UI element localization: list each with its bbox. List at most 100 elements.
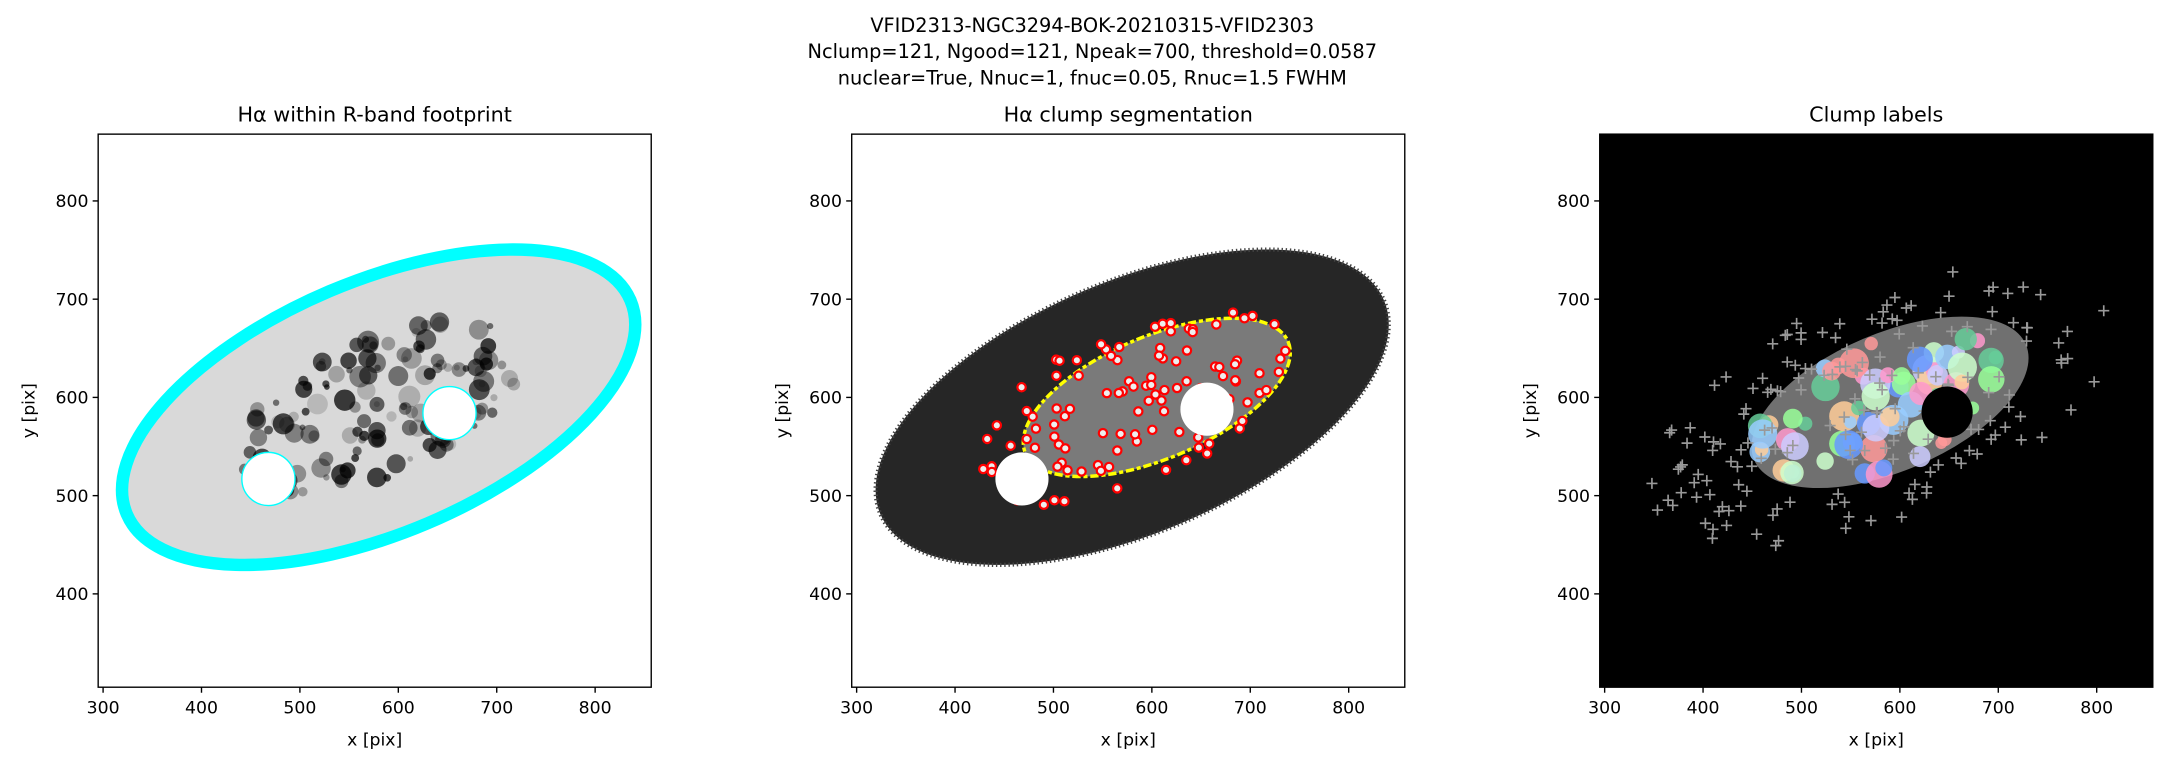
clump — [1254, 367, 1265, 379]
peak — [1826, 368, 1838, 380]
clump — [1193, 442, 1205, 453]
label — [1947, 352, 1977, 382]
peak — [1759, 424, 1771, 436]
emission — [300, 424, 320, 444]
peak — [1651, 504, 1664, 516]
panel-title: Clump labels — [1809, 103, 1943, 127]
clump — [1021, 433, 1033, 445]
peak — [1751, 528, 1763, 540]
clump — [1187, 326, 1198, 338]
clump — [1073, 370, 1084, 381]
y-tick-label: 400 — [809, 585, 842, 605]
peak — [1900, 302, 1912, 314]
clump — [1059, 495, 1070, 507]
y-tick-label: 600 — [1557, 389, 1590, 409]
clump — [1133, 406, 1144, 417]
clump — [1143, 395, 1154, 407]
emission — [359, 366, 378, 385]
emission — [362, 335, 370, 343]
peak — [1865, 515, 1877, 527]
emission — [487, 322, 494, 330]
peak — [1891, 314, 1903, 326]
emission — [374, 364, 381, 372]
peak — [1871, 406, 1883, 419]
emission — [423, 367, 436, 380]
peak — [1793, 372, 1805, 384]
peak — [1699, 517, 1711, 529]
peak — [1856, 356, 1868, 369]
emission — [323, 474, 330, 481]
clump — [1095, 339, 1107, 350]
y-tick-label: 400 — [56, 585, 89, 605]
clump — [1054, 355, 1065, 366]
clump — [1211, 319, 1222, 330]
peak — [1708, 379, 1721, 391]
label — [1978, 347, 2004, 374]
clump — [991, 420, 1003, 431]
mask — [422, 385, 477, 441]
peak — [1893, 328, 1905, 340]
peak — [1876, 317, 1888, 329]
emission — [381, 336, 396, 351]
label — [1954, 374, 1970, 390]
peak — [1770, 540, 1782, 552]
clump — [1149, 321, 1161, 332]
clump — [1049, 431, 1060, 442]
clump — [1217, 370, 1229, 382]
clump — [1159, 384, 1170, 396]
emission — [405, 405, 419, 419]
peak — [1986, 306, 1998, 318]
clump — [1261, 384, 1272, 396]
clump — [1113, 341, 1125, 353]
peak — [1691, 491, 1703, 503]
peak — [1906, 493, 1918, 505]
peak — [1826, 498, 1838, 510]
peak — [1704, 489, 1716, 501]
label — [1906, 346, 1933, 373]
peak — [1866, 313, 1878, 325]
clump — [1247, 310, 1258, 322]
label — [1892, 367, 1911, 385]
peak — [2053, 337, 2065, 349]
peak — [1818, 369, 1830, 381]
emission — [247, 409, 265, 427]
emission — [386, 411, 397, 422]
peak — [1707, 523, 1719, 535]
y-axis-label: y [pix] — [1521, 383, 1541, 438]
clump — [1153, 350, 1165, 361]
peak — [1879, 442, 1891, 454]
y-tick-label: 700 — [1557, 290, 1590, 310]
clump — [1146, 379, 1157, 391]
peak — [2065, 404, 2077, 416]
emission — [490, 394, 498, 402]
peak — [1887, 453, 1899, 465]
peak — [1741, 485, 1753, 497]
y-tick-label: 800 — [1557, 192, 1590, 212]
clump — [1229, 375, 1241, 386]
clump — [1048, 419, 1060, 430]
label — [1909, 446, 1931, 468]
emission — [432, 363, 443, 374]
emission — [507, 377, 521, 391]
peak — [1840, 360, 1852, 372]
peak — [1947, 266, 1959, 278]
peak — [1664, 427, 1676, 439]
clump — [1237, 415, 1248, 427]
y-tick-label: 800 — [809, 192, 842, 212]
emission — [487, 407, 498, 418]
peak — [1916, 320, 1928, 332]
emission — [439, 437, 454, 452]
peak — [2015, 434, 2027, 446]
peak — [1692, 468, 1704, 480]
emission — [297, 486, 308, 497]
peak — [1847, 454, 1859, 466]
mask — [1921, 386, 1973, 438]
peak — [1699, 431, 1711, 443]
clump — [1030, 423, 1042, 434]
clump — [1181, 345, 1193, 356]
emission — [352, 446, 362, 456]
peak — [1769, 443, 1781, 455]
emission — [398, 385, 421, 408]
x-tick-label: 300 — [840, 698, 873, 718]
peak — [1731, 461, 1743, 473]
